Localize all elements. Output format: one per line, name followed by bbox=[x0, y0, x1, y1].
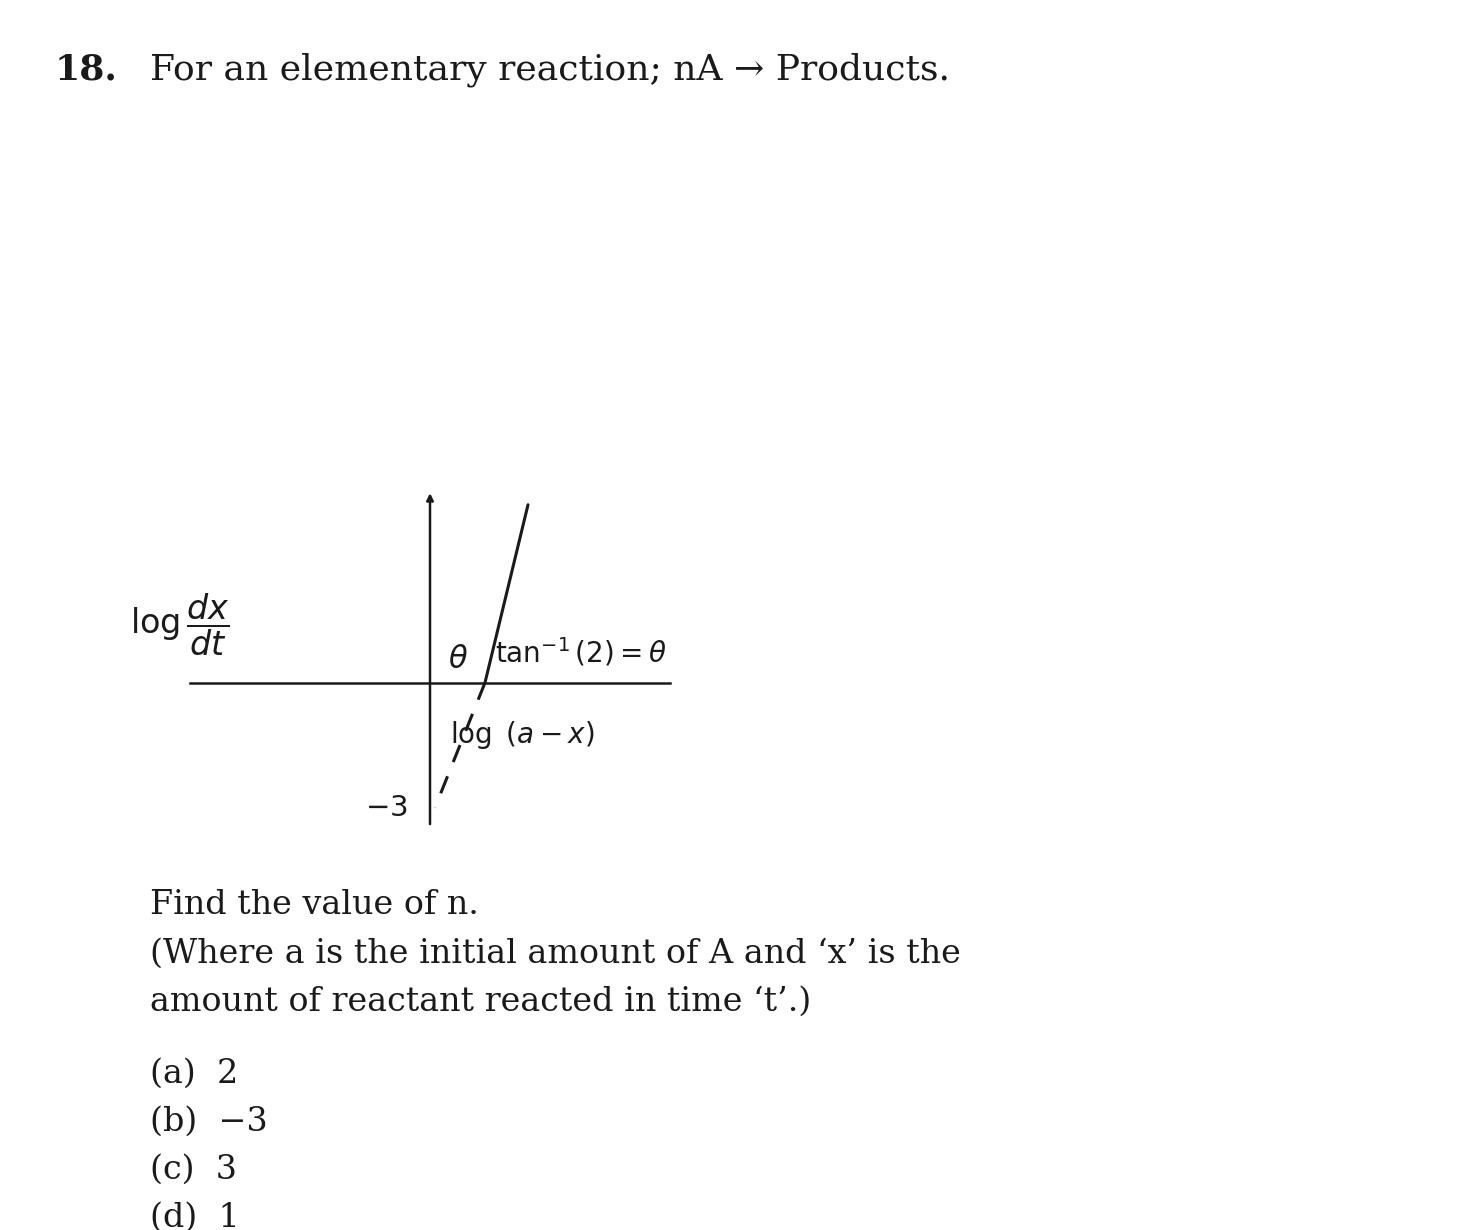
Text: (b)  −3: (b) −3 bbox=[150, 1106, 268, 1138]
Text: Find the value of n.: Find the value of n. bbox=[150, 889, 479, 921]
Text: 18.: 18. bbox=[55, 53, 118, 87]
Text: For an elementary reaction; nA → Products.: For an elementary reaction; nA → Product… bbox=[150, 53, 951, 87]
Text: $\log\dfrac{dx}{dt}$: $\log\dfrac{dx}{dt}$ bbox=[131, 592, 230, 658]
Text: $\tan^{-1}(2) = \theta$: $\tan^{-1}(2) = \theta$ bbox=[495, 636, 666, 668]
Text: $-3$: $-3$ bbox=[366, 793, 408, 822]
Text: amount of reactant reacted in time ‘t’.): amount of reactant reacted in time ‘t’.) bbox=[150, 985, 811, 1017]
Text: (c)  3: (c) 3 bbox=[150, 1154, 237, 1186]
Text: (Where a is the initial amount of A and ‘x’ is the: (Where a is the initial amount of A and … bbox=[150, 937, 961, 969]
Text: (d)  1: (d) 1 bbox=[150, 1202, 240, 1230]
Text: (a)  2: (a) 2 bbox=[150, 1058, 239, 1090]
Text: $\log\ (a - x)$: $\log\ (a - x)$ bbox=[450, 720, 594, 752]
Text: $\theta$: $\theta$ bbox=[448, 645, 469, 675]
